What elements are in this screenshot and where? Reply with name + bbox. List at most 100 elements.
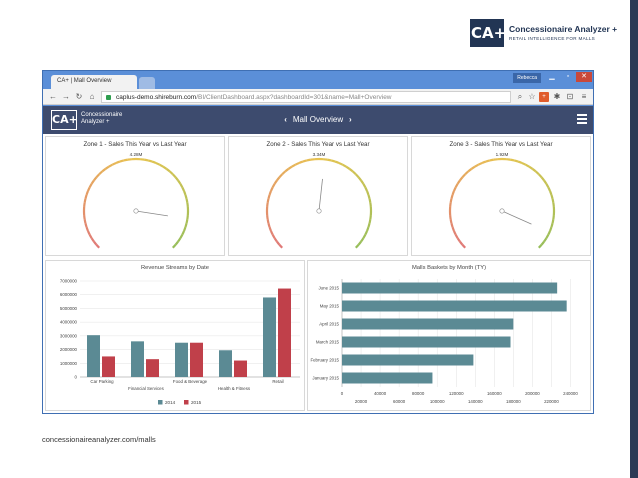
dashboard: Zone 1 - Sales This Year vs Last Year 4.…: [43, 134, 593, 413]
gauge-arc-segment: [90, 237, 95, 243]
revenue-chart: 0 1000000 2000000 3000000 4000000 5000000 6000…: [60, 279, 300, 405]
slide-edge-strip: [630, 0, 638, 478]
gauge-arc-segment: [547, 186, 552, 192]
address-bar[interactable]: caplus-demo.shireburn.com/BI/ClientDashb…: [101, 91, 511, 103]
gauge-arc-segment: [278, 173, 284, 178]
gauge-arc-segment: [98, 170, 103, 176]
gauge-arc-segment: [123, 158, 129, 162]
gauge-arc-segment: [528, 165, 534, 170]
gauge-arc-segment: [449, 198, 453, 204]
gauge-arc-segment: [179, 234, 184, 239]
bar[interactable]: [146, 359, 159, 377]
bar[interactable]: [342, 336, 511, 348]
gauge-arc-segment: [454, 183, 459, 188]
x-tick-label: 100000: [430, 399, 445, 404]
gauge-arc-segment: [284, 168, 290, 173]
bar[interactable]: [342, 318, 514, 330]
gauge-arc-segment: [354, 173, 360, 178]
bar[interactable]: [131, 341, 144, 377]
gauge-arc-segment: [360, 237, 365, 243]
gauge-arc-segment: [291, 163, 296, 168]
gauge-mid-label: 4.28M: [130, 152, 143, 157]
gauge-arc-segment: [367, 194, 371, 200]
bar[interactable]: [278, 288, 291, 377]
x-tick-label: Retail: [272, 379, 283, 384]
gauge-arc-segment: [525, 163, 530, 168]
gauge-arc-segment: [543, 179, 548, 185]
chart-title: Revenue Streams by Date: [141, 265, 209, 271]
maximize-icon[interactable]: ▫: [566, 73, 570, 80]
y-tick-label: 6000000: [60, 292, 78, 297]
gauge-arc-segment: [83, 198, 87, 204]
gauge-max-label: 8.55M: [166, 256, 179, 257]
legend-swatch: [158, 400, 163, 405]
gauge-arc-segment: [354, 244, 360, 249]
chevron-right-icon[interactable]: ›: [349, 115, 352, 124]
close-icon[interactable]: ✕: [576, 72, 592, 82]
gauge-arc-segment: [185, 198, 189, 204]
y-tick-label: 1000000: [60, 361, 78, 366]
gauge-arc-segment: [348, 168, 354, 173]
gauge-arc-segment: [90, 179, 95, 185]
gauge-arc-segment: [551, 198, 555, 204]
gauge-mid-label: 3.34M: [313, 152, 326, 157]
bar[interactable]: [342, 282, 558, 294]
gauge-arc-segment: [155, 161, 161, 166]
gauge-arc-segment: [151, 160, 157, 164]
gauge-arc-segment: [271, 183, 276, 188]
reload-icon[interactable]: ↻: [75, 92, 83, 101]
gauge-arc-segment: [119, 159, 125, 163]
gauge-arc-segment: [326, 158, 332, 162]
footer-url[interactable]: concessionaireanalyzer.com/malls: [42, 435, 156, 444]
gauge-arc-segment: [357, 176, 362, 182]
gauge-arc-segment: [85, 226, 89, 232]
gauge-arc-segment: [454, 234, 459, 239]
bar[interactable]: [234, 360, 247, 377]
browser-menu-icon[interactable]: ≡: [581, 92, 587, 101]
legend-label: 2014: [165, 400, 176, 405]
minimize-icon[interactable]: ▁: [549, 73, 555, 80]
bar[interactable]: [342, 300, 567, 312]
x-tick-label: 240000: [563, 391, 578, 396]
home-icon[interactable]: ⌂: [89, 92, 95, 101]
bar[interactable]: [87, 335, 100, 377]
gauge-arc-segment: [84, 194, 88, 200]
gauge-arc-segment: [549, 190, 553, 196]
x-tick-label: 200000: [525, 391, 540, 396]
x-tick-label: 0: [341, 391, 344, 396]
new-tab-button[interactable]: [139, 77, 155, 89]
zoom-icon[interactable]: ⌕: [517, 92, 523, 101]
forward-icon[interactable]: →: [62, 92, 70, 101]
bar[interactable]: [342, 372, 433, 384]
x-tick-label: Car Parking: [90, 379, 114, 384]
gauge-title: Zone 2 - Sales This Year vs Last Year: [266, 141, 370, 148]
baskets-chart: June 2015 May 2015 April 2015 March 2015 Feb…: [310, 279, 578, 404]
bar[interactable]: [219, 350, 232, 377]
gauge-title: Zone 1 - Sales This Year vs Last Year: [83, 141, 187, 148]
chevron-left-icon[interactable]: ‹: [284, 115, 287, 124]
gauge-needle: [501, 210, 532, 225]
x-tick-label: Financial Services: [128, 386, 164, 391]
star-icon[interactable]: ☆: [528, 92, 536, 101]
hamburger-icon[interactable]: [577, 114, 587, 126]
gauge-arc-segment: [364, 230, 369, 236]
gauge-arc-segment: [177, 179, 182, 185]
back-icon[interactable]: ←: [49, 92, 57, 101]
gauge: 3.34M 0.00 6.69M: [265, 152, 373, 257]
gauge-arc-segment: [273, 237, 278, 243]
bar[interactable]: [342, 354, 474, 366]
app-header: CA+ Concessionaire Analyzer + ‹ Mall Ove…: [43, 106, 593, 134]
bar[interactable]: [102, 356, 115, 377]
bar[interactable]: [263, 297, 276, 377]
gauge-arc-segment: [101, 168, 107, 173]
bar[interactable]: [175, 342, 188, 377]
extension-gear-icon[interactable]: ✱: [553, 92, 561, 101]
browser-tab[interactable]: CA+ | Mall Overview: [51, 75, 137, 89]
bar[interactable]: [190, 342, 203, 377]
extension-cast-icon[interactable]: ⊡: [566, 92, 574, 101]
gauge-arc-segment: [95, 173, 101, 178]
gauge-arc-segment: [185, 218, 189, 224]
user-badge[interactable]: Rebecca: [513, 73, 541, 83]
extension-icon[interactable]: +: [539, 92, 549, 102]
gauge-arc-segment: [362, 234, 367, 239]
